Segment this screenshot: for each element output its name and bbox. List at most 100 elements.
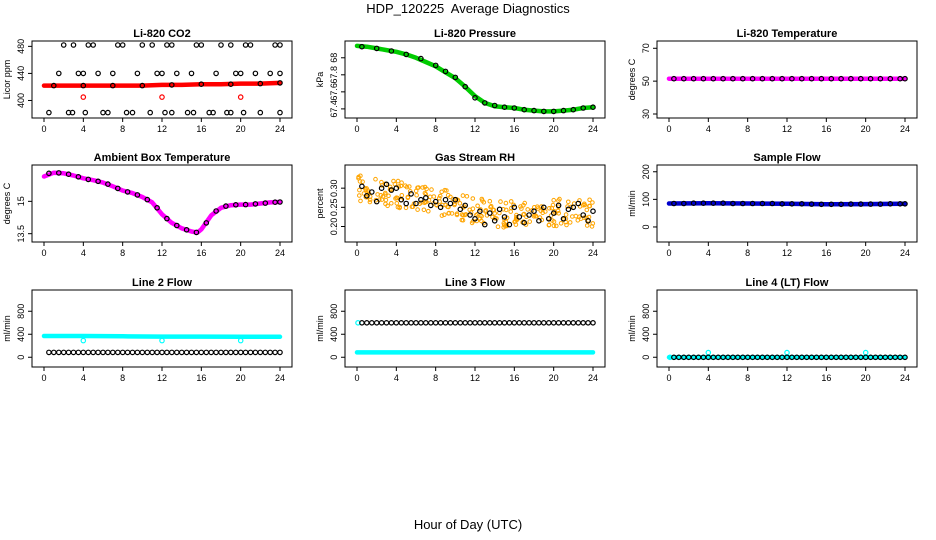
- data-point: [867, 201, 874, 207]
- y-axis-label: degrees C: [627, 58, 637, 100]
- band-mark: [457, 201, 463, 206]
- data-point: [511, 319, 518, 326]
- panel-title: Line 2 Flow: [132, 277, 192, 289]
- band-mark: [498, 199, 503, 204]
- band-mark: [519, 206, 524, 211]
- x-tick-label: 8: [433, 248, 438, 258]
- data-point: [237, 349, 244, 356]
- y-tick-label: 0.25: [329, 199, 339, 217]
- data-point: [213, 70, 219, 77]
- panel-3: Li-820 Temperature degrees C 0 4 8 12 16 20 24 30…: [627, 28, 918, 134]
- data-point: [580, 105, 587, 111]
- band-mark: [590, 200, 595, 205]
- data-point: [418, 196, 424, 203]
- y-axis-label: ml/min: [315, 315, 325, 342]
- data-point: [119, 42, 126, 48]
- data-point: [85, 349, 92, 356]
- data-point: [139, 42, 146, 48]
- band-mark: [546, 222, 552, 227]
- y-tick-label: 800: [16, 304, 26, 319]
- data-point: [80, 337, 87, 344]
- data-point: [690, 75, 697, 82]
- band-mark: [543, 209, 548, 214]
- data-point: [174, 349, 180, 356]
- data-point: [560, 107, 567, 114]
- plot-area: [666, 349, 908, 361]
- data-point: [413, 200, 419, 207]
- data-point: [808, 75, 815, 82]
- plot-area: [41, 333, 283, 356]
- data-point: [164, 215, 170, 222]
- data-point: [262, 200, 269, 206]
- panel-7: Line 2 Flow ml/min 0 4 8 12 16 20 24 0 400 800: [2, 277, 293, 383]
- band-mark: [385, 203, 390, 209]
- data-point: [368, 189, 375, 195]
- data-point: [857, 75, 864, 82]
- data-point: [277, 349, 283, 356]
- x-tick-label: 12: [782, 373, 792, 383]
- band-mark: [434, 202, 439, 207]
- data-point: [149, 349, 156, 356]
- band-mark: [570, 214, 575, 219]
- data-point: [671, 200, 677, 207]
- y-tick-label: 800: [329, 304, 339, 319]
- data-point: [228, 109, 234, 116]
- x-tick-label: 16: [196, 248, 206, 258]
- data-point: [105, 349, 111, 356]
- data-point: [555, 319, 562, 326]
- data-point: [565, 206, 572, 213]
- data-point: [198, 81, 205, 88]
- series-line: [41, 333, 283, 340]
- band-mark: [426, 208, 431, 214]
- x-tick-label: 12: [782, 124, 792, 134]
- data-point: [590, 104, 596, 111]
- x-tick-label: 8: [433, 373, 438, 383]
- data-point: [110, 82, 116, 89]
- data-point: [555, 202, 562, 209]
- y-tick-label: 200: [641, 164, 651, 179]
- x-tick-label: 16: [196, 373, 206, 383]
- data-point: [427, 319, 434, 326]
- band-mark: [558, 221, 564, 226]
- y-axis-label: percent: [315, 188, 325, 219]
- x-tick-label: 8: [433, 124, 438, 134]
- x-tick-label: 12: [157, 373, 167, 383]
- data-point: [481, 319, 488, 326]
- data-point: [422, 319, 429, 326]
- data-point: [60, 349, 67, 356]
- data-point: [252, 201, 259, 207]
- data-point: [432, 319, 439, 326]
- band-mark: [357, 179, 363, 184]
- data-point: [178, 349, 185, 356]
- x-tick-label: 4: [706, 373, 711, 383]
- band-mark: [483, 209, 488, 214]
- data-point: [887, 75, 894, 82]
- data-point: [432, 62, 439, 69]
- data-point: [680, 200, 687, 207]
- x-tick-label: 20: [236, 248, 246, 258]
- data-point: [383, 181, 390, 188]
- x-tick-label: 20: [861, 373, 871, 383]
- band-mark: [367, 199, 373, 205]
- x-tick-label: 4: [706, 124, 711, 134]
- data-point: [277, 42, 283, 48]
- data-point: [545, 319, 552, 326]
- series-line: [666, 200, 908, 207]
- x-tick-label: 8: [120, 373, 125, 383]
- band-mark: [557, 196, 562, 202]
- data-point: [486, 319, 493, 326]
- y-tick-label: 15: [16, 196, 26, 206]
- data-point: [457, 206, 464, 213]
- data-point: [46, 170, 52, 177]
- panel-8: Line 3 Flow ml/min 0 4 8 12 16 20 24 0 400 800: [315, 277, 606, 383]
- data-point: [496, 206, 503, 213]
- data-point: [769, 75, 776, 82]
- band-mark: [462, 204, 467, 209]
- data-point: [516, 214, 523, 220]
- band-mark: [446, 210, 452, 216]
- band-mark: [431, 194, 437, 199]
- band-mark: [547, 206, 552, 211]
- data-point: [730, 200, 736, 207]
- data-point: [575, 200, 582, 207]
- data-point: [398, 319, 405, 326]
